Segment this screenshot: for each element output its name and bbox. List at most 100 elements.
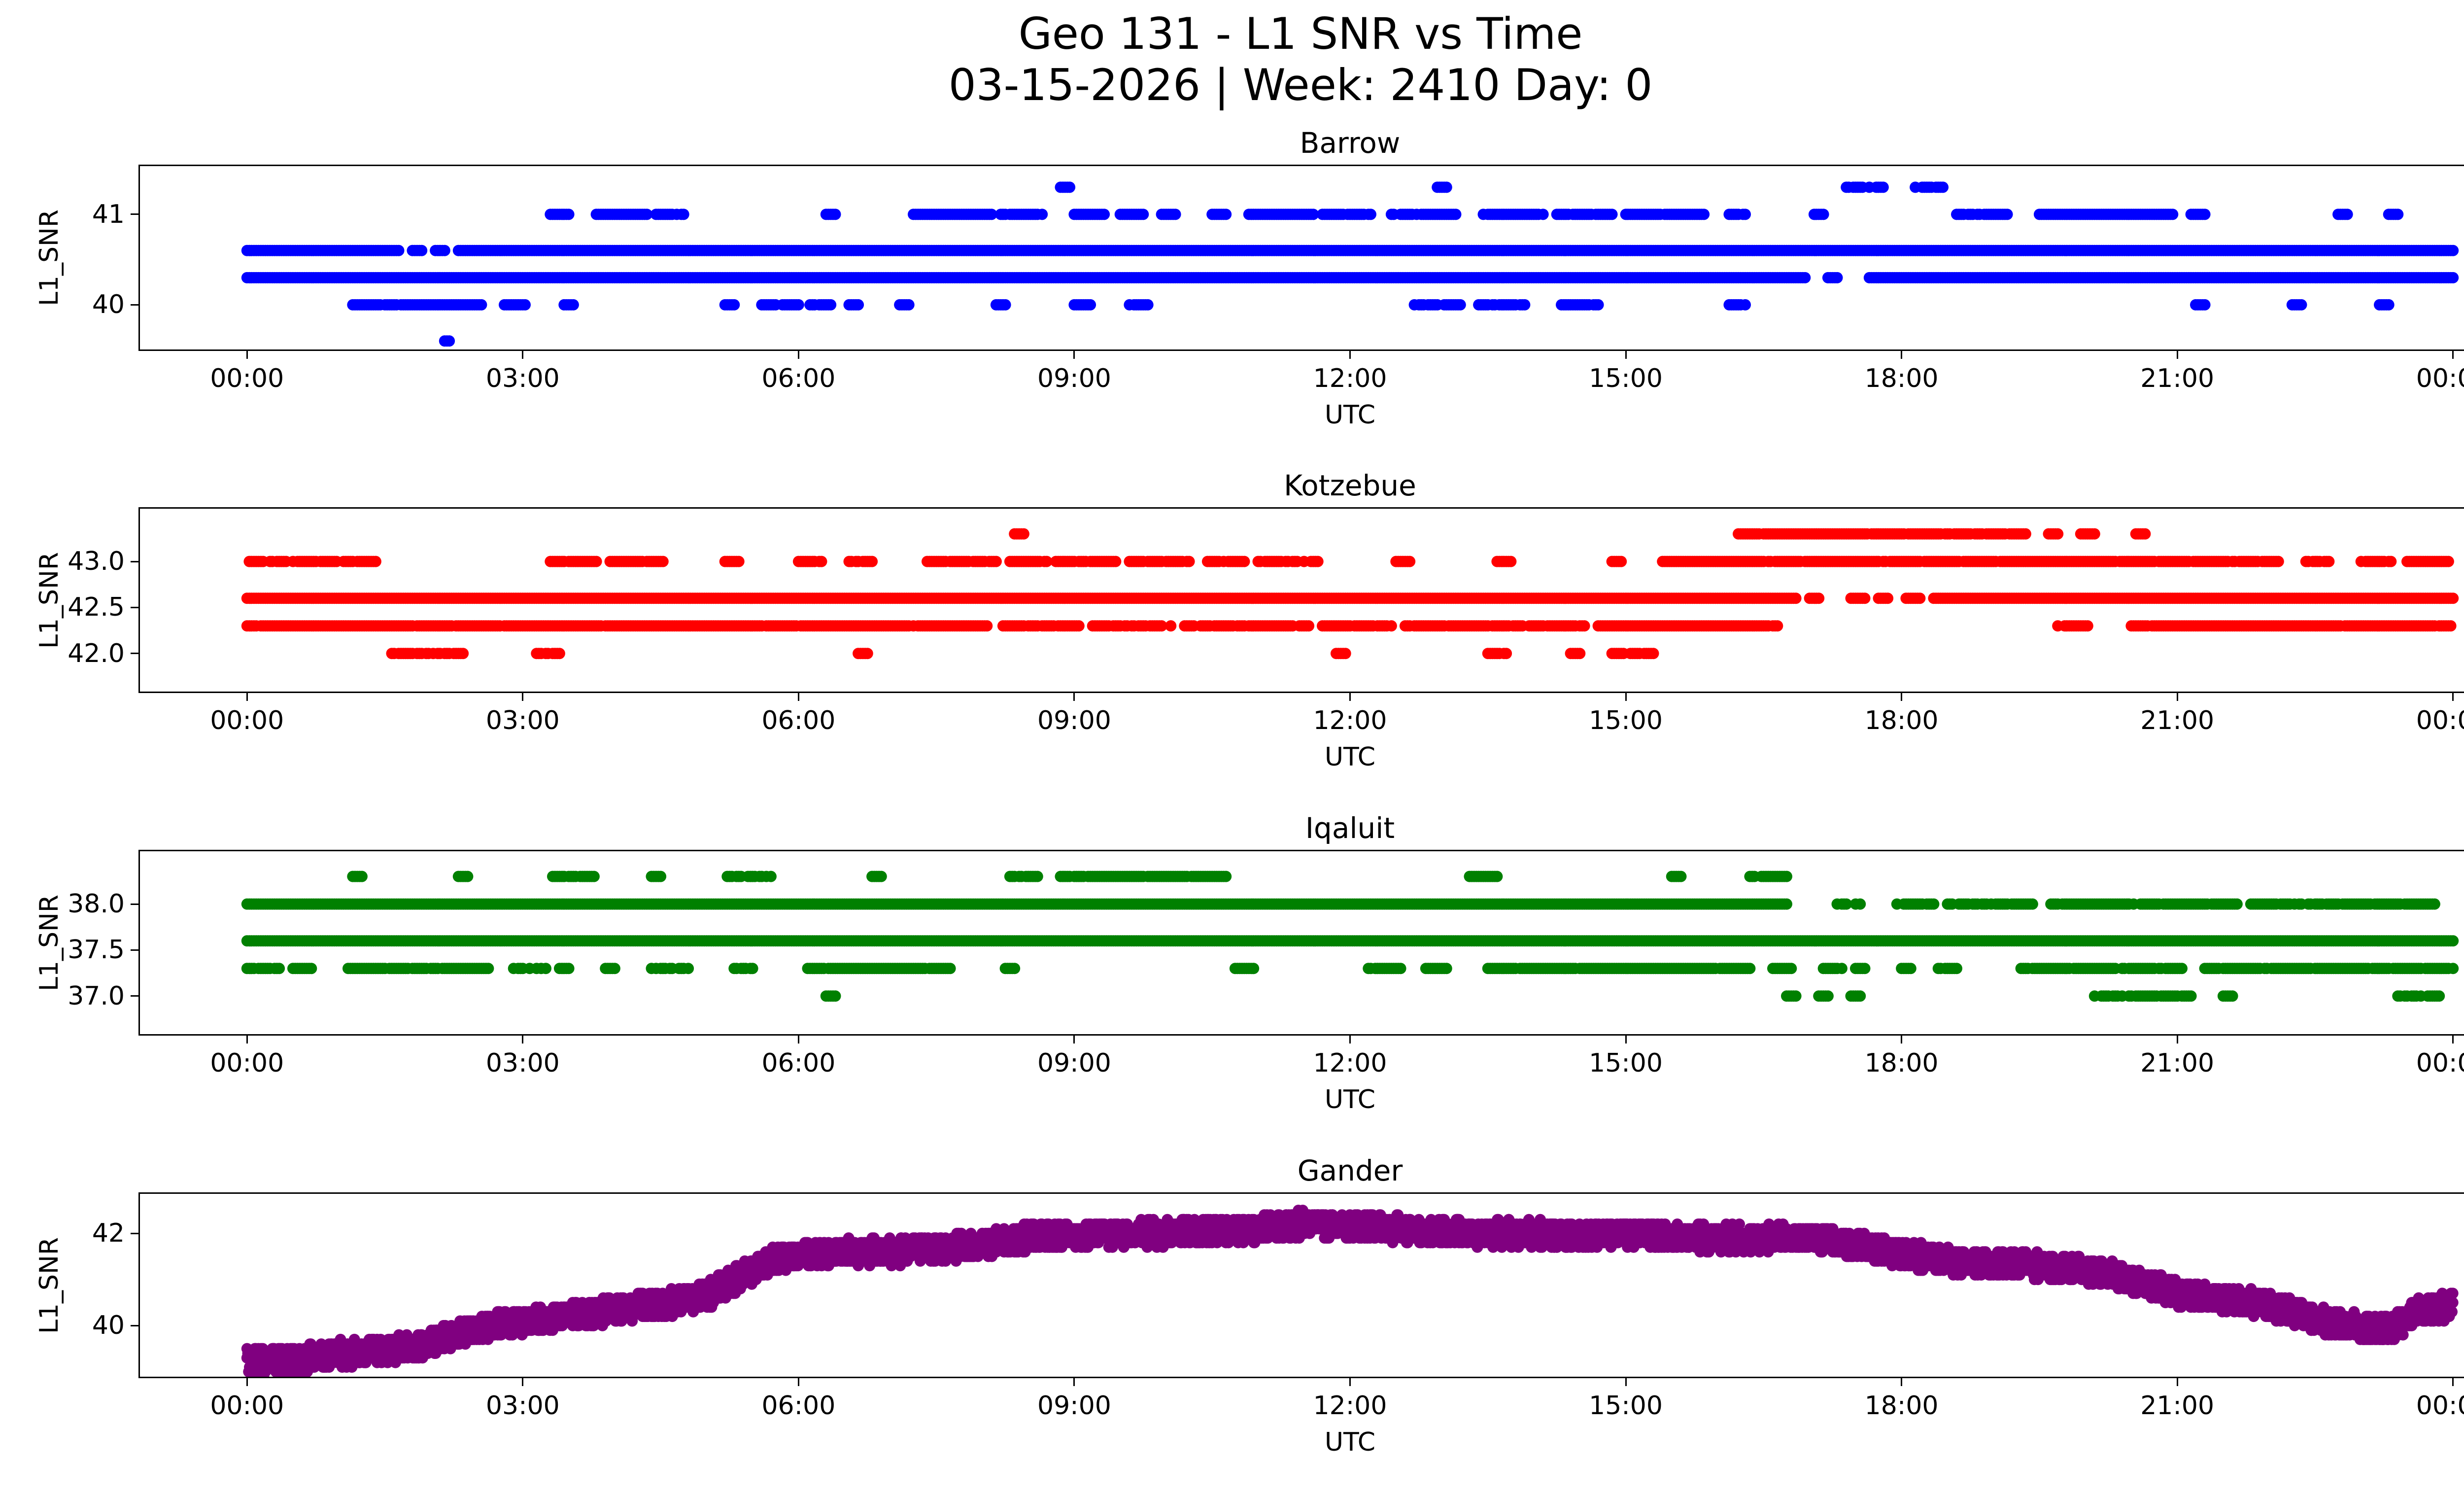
y-tick-mark-barrow (131, 213, 138, 215)
x-tick-mark-kotzebue (2176, 693, 2178, 701)
x-tick-mark-barrow (1901, 351, 1903, 359)
x-tick-label-barrow: 00:00 (210, 364, 284, 393)
x-tick-mark-iqaluit (1901, 1036, 1903, 1043)
x-tick-mark-barrow (1625, 351, 1627, 359)
x-tick-mark-iqaluit (522, 1036, 524, 1043)
y-tick-label-barrow: 40 (92, 290, 125, 320)
figure-subtitle: 03-15-2026 | Week: 2410 Day: 0 (948, 60, 1653, 110)
x-tick-label-kotzebue: 21:00 (2140, 706, 2215, 735)
y-tick-label-iqaluit: 38.0 (68, 889, 125, 919)
x-tick-label-gander: 15:00 (1589, 1391, 1663, 1421)
x-tick-mark-barrow (1349, 351, 1351, 359)
x-tick-mark-iqaluit (797, 1036, 799, 1043)
plot-area-barrow (138, 165, 2464, 351)
y-tick-label-kotzebue: 42.5 (68, 592, 125, 623)
x-tick-label-gander: 09:00 (1037, 1391, 1111, 1421)
x-tick-mark-barrow (522, 351, 524, 359)
plot-area-kotzebue (138, 507, 2464, 693)
x-tick-label-barrow: 03:00 (485, 364, 560, 393)
subplot-title-barrow: Barrow (1300, 126, 1401, 160)
figure-title: Geo 131 - L1 SNR vs Time (1018, 8, 1583, 59)
x-axis-label-barrow: UTC (1324, 400, 1376, 430)
x-tick-mark-iqaluit (2452, 1036, 2454, 1043)
y-axis-label-barrow: L1_SNR (34, 209, 64, 307)
y-tick-mark-gander (131, 1324, 138, 1326)
x-tick-mark-kotzebue (1073, 693, 1075, 701)
y-tick-label-kotzebue: 43.0 (68, 547, 125, 577)
scatter-dots-iqaluit (241, 870, 2459, 1002)
x-tick-mark-kotzebue (1901, 693, 1903, 701)
x-tick-label-iqaluit: 09:00 (1037, 1048, 1111, 1078)
x-tick-mark-kotzebue (1625, 693, 1627, 701)
y-tick-label-gander: 40 (92, 1311, 125, 1341)
x-tick-label-iqaluit: 15:00 (1589, 1048, 1663, 1078)
x-tick-label-kotzebue: 03:00 (485, 706, 560, 735)
x-tick-mark-barrow (2452, 351, 2454, 359)
x-tick-mark-iqaluit (1073, 1036, 1075, 1043)
plot-area-gander (138, 1192, 2464, 1378)
x-tick-mark-barrow (246, 351, 248, 359)
y-tick-label-gander: 42 (92, 1218, 125, 1249)
x-tick-mark-iqaluit (246, 1036, 248, 1043)
x-tick-label-gander: 00:00 (2416, 1391, 2464, 1421)
scatter-dots-barrow (241, 181, 2459, 347)
x-tick-label-iqaluit: 03:00 (485, 1048, 560, 1078)
x-tick-mark-iqaluit (2176, 1036, 2178, 1043)
subplot-title-iqaluit: Iqaluit (1305, 811, 1395, 845)
x-tick-label-kotzebue: 06:00 (761, 706, 836, 735)
x-tick-mark-gander (1625, 1378, 1627, 1386)
y-tick-label-iqaluit: 37.0 (68, 981, 125, 1011)
x-tick-label-iqaluit: 00:00 (210, 1048, 284, 1078)
axes-spines-barrow (138, 165, 2464, 351)
y-tick-mark-iqaluit (131, 903, 138, 905)
plot-area-iqaluit (138, 850, 2464, 1036)
axes-spines-gander (138, 1192, 2464, 1378)
x-tick-label-iqaluit: 00:00 (2416, 1048, 2464, 1078)
axes-spines-kotzebue (138, 507, 2464, 693)
x-tick-label-kotzebue: 15:00 (1589, 706, 1663, 735)
scatter-dots-gander (241, 1205, 2459, 1378)
x-tick-label-gander: 21:00 (2140, 1391, 2215, 1421)
axes-spines-iqaluit (138, 850, 2464, 1036)
y-tick-mark-kotzebue (131, 560, 138, 562)
y-tick-label-barrow: 41 (92, 199, 125, 229)
x-tick-mark-gander (2176, 1378, 2178, 1386)
x-tick-mark-kotzebue (1349, 693, 1351, 701)
x-tick-label-barrow: 15:00 (1589, 364, 1663, 393)
x-tick-label-gander: 00:00 (210, 1391, 284, 1421)
x-tick-mark-barrow (1073, 351, 1075, 359)
x-tick-mark-iqaluit (1625, 1036, 1627, 1043)
y-tick-label-iqaluit: 37.5 (68, 935, 125, 965)
x-tick-label-kotzebue: 00:00 (2416, 706, 2464, 735)
x-tick-label-gander: 03:00 (485, 1391, 560, 1421)
subplot-title-kotzebue: Kotzebue (1284, 469, 1416, 502)
x-tick-label-kotzebue: 09:00 (1037, 706, 1111, 735)
x-tick-mark-iqaluit (1349, 1036, 1351, 1043)
y-tick-label-kotzebue: 42.0 (68, 638, 125, 668)
y-tick-mark-iqaluit (131, 949, 138, 951)
x-tick-mark-gander (2452, 1378, 2454, 1386)
x-axis-label-iqaluit: UTC (1324, 1085, 1376, 1114)
x-tick-mark-gander (246, 1378, 248, 1386)
x-tick-label-iqaluit: 21:00 (2140, 1048, 2215, 1078)
x-tick-mark-barrow (797, 351, 799, 359)
y-tick-mark-gander (131, 1232, 138, 1234)
x-tick-mark-kotzebue (2452, 693, 2454, 701)
x-tick-mark-gander (1349, 1378, 1351, 1386)
y-tick-mark-barrow (131, 304, 138, 306)
scatter-dots-kotzebue (241, 528, 2459, 660)
x-tick-label-gander: 18:00 (1864, 1391, 1939, 1421)
x-tick-label-barrow: 06:00 (761, 364, 836, 393)
x-tick-label-iqaluit: 18:00 (1864, 1048, 1939, 1078)
y-axis-label-kotzebue: L1_SNR (34, 552, 64, 649)
x-tick-mark-gander (797, 1378, 799, 1386)
y-axis-label-iqaluit: L1_SNR (34, 894, 64, 991)
x-axis-label-kotzebue: UTC (1324, 742, 1376, 772)
x-axis-label-gander: UTC (1324, 1427, 1376, 1457)
x-tick-label-kotzebue: 00:00 (210, 706, 284, 735)
x-tick-label-gander: 12:00 (1313, 1391, 1387, 1421)
x-tick-label-kotzebue: 18:00 (1864, 706, 1939, 735)
y-tick-mark-kotzebue (131, 606, 138, 608)
x-tick-mark-gander (522, 1378, 524, 1386)
